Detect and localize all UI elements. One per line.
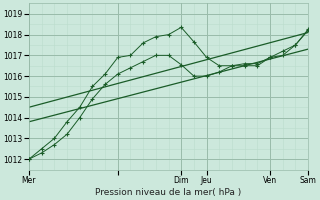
X-axis label: Pression niveau de la mer( hPa ): Pression niveau de la mer( hPa ) xyxy=(95,188,242,197)
